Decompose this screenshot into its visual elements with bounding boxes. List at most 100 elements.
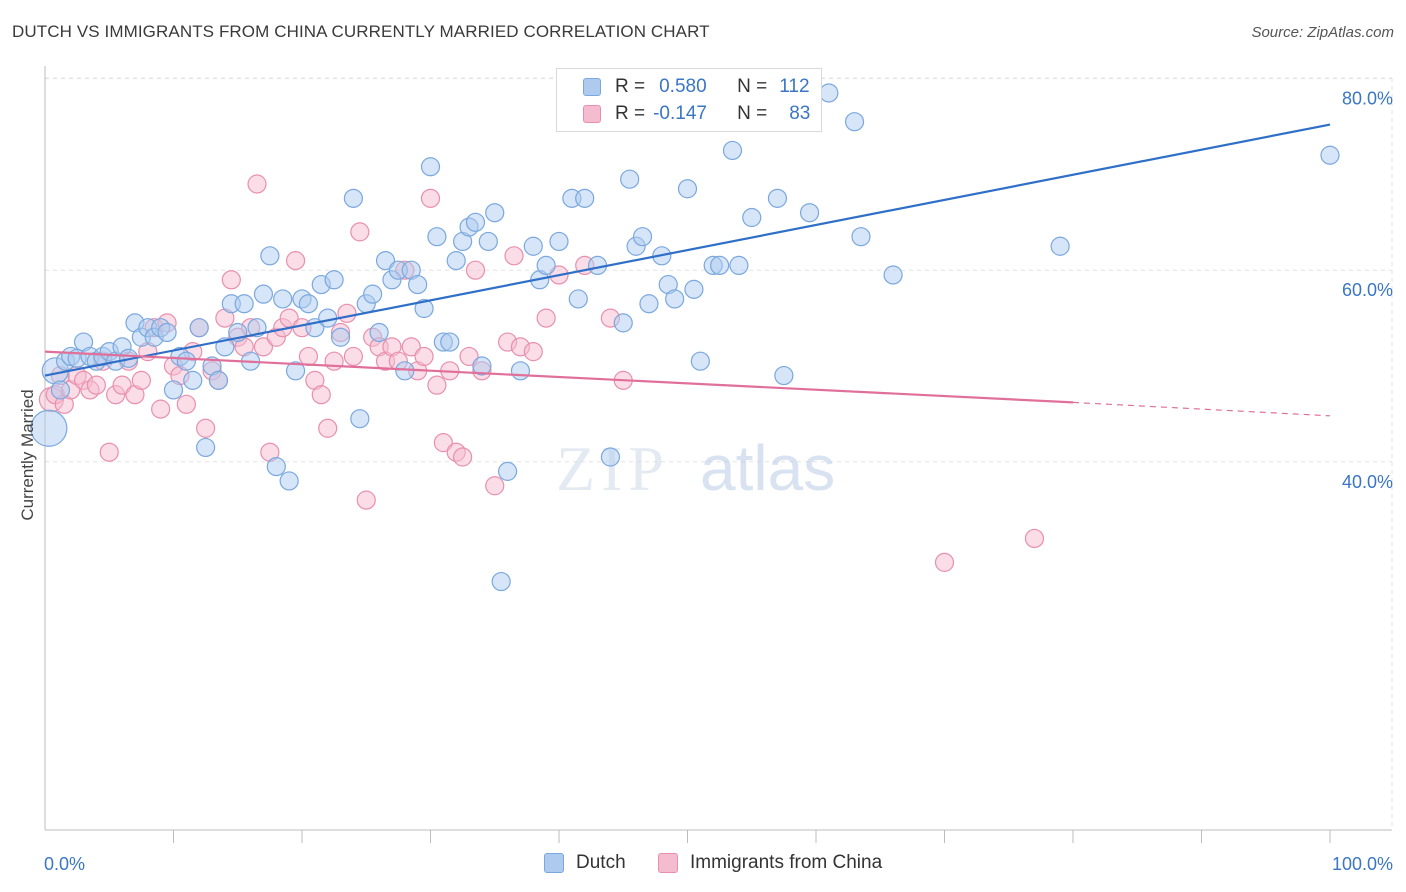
dutch-point — [369, 322, 389, 343]
dutch-point — [420, 157, 441, 177]
dutch-point — [30, 409, 68, 447]
watermark: ZIP — [556, 433, 670, 504]
china-point — [311, 385, 331, 405]
y-tick-label: 60.0% — [1342, 280, 1393, 300]
dutch-point — [600, 447, 621, 467]
dutch-point — [253, 284, 274, 304]
dutch-point — [298, 294, 319, 314]
china-point — [343, 346, 363, 367]
dutch-point — [440, 332, 460, 352]
r-value: -0.147 — [653, 103, 707, 124]
china-point — [465, 260, 486, 280]
dutch-point — [485, 203, 505, 223]
dutch-point — [684, 279, 704, 299]
dutch-point — [408, 274, 428, 295]
dutch-point — [568, 289, 588, 309]
china-swatch — [583, 105, 601, 123]
dutch-trend-line — [44, 123, 1331, 377]
china-point — [86, 375, 107, 395]
legend-row-china: R = -0.147 N = 83 — [583, 102, 810, 126]
dutch-point — [279, 471, 299, 491]
dutch-point — [883, 265, 903, 285]
dutch-point — [285, 361, 306, 381]
x-tick-label: 100.0% — [1332, 854, 1393, 874]
china-point — [318, 418, 338, 438]
dutch-point — [363, 284, 383, 304]
dutch-point — [819, 83, 839, 103]
dutch-point — [799, 203, 820, 223]
watermark-atlas: atlas — [700, 432, 835, 504]
dutch-point — [613, 313, 633, 333]
dutch-point — [273, 289, 293, 309]
dutch-point — [742, 207, 762, 228]
dutch-point — [260, 246, 280, 266]
n-label: N = — [737, 103, 768, 124]
dutch-point — [196, 437, 216, 458]
r-value: 0.580 — [659, 76, 707, 97]
legend-label: Dutch — [576, 852, 626, 873]
china-point — [176, 394, 196, 414]
dutch-point — [266, 456, 286, 477]
china-point — [356, 490, 376, 510]
dutch-swatch — [583, 78, 601, 96]
correlation-legend: R = 0.580 N = 112 R = -0.147 N = 83 — [556, 68, 822, 132]
dutch-point — [208, 370, 229, 390]
china-point — [934, 552, 955, 572]
dutch-point — [690, 351, 710, 371]
china-point — [196, 418, 216, 438]
china-point — [324, 351, 344, 371]
series-dutch-points — [30, 68, 1340, 592]
legend-item-china[interactable]: Immigrants from China — [658, 852, 882, 874]
legend-row-dutch: R = 0.580 N = 112 — [583, 75, 810, 99]
china-point — [151, 399, 171, 419]
china-point — [112, 375, 132, 395]
dutch-point — [1320, 145, 1340, 165]
dutch-point — [677, 179, 698, 199]
n-label: N = — [737, 76, 768, 97]
dutch-point — [575, 188, 595, 208]
dutch-point — [324, 270, 344, 290]
dutch-point — [620, 169, 640, 189]
china-point — [253, 337, 274, 357]
tick-labels: 40.0%60.0%80.0%100.0%0.0%100.0% — [44, 89, 1393, 874]
dutch-point — [767, 188, 788, 208]
dutch-point — [498, 461, 518, 481]
dutch-point — [427, 227, 447, 247]
china-trend-line — [44, 350, 1074, 404]
dutch-point — [478, 231, 498, 252]
dutch-point — [375, 251, 396, 271]
dutch-point — [536, 255, 556, 276]
dutch-point — [350, 409, 370, 429]
dutch-point — [632, 227, 653, 247]
china-point — [536, 308, 556, 328]
n-value: 83 — [789, 103, 811, 124]
n-value: 112 — [779, 76, 810, 97]
dutch-point — [176, 351, 196, 371]
dutch-point — [729, 255, 749, 276]
china-point — [420, 188, 441, 208]
trend-lines — [44, 123, 1331, 417]
china-point — [453, 447, 473, 467]
dutch-point — [163, 380, 184, 400]
legend-item-dutch[interactable]: Dutch — [544, 852, 626, 874]
china-point — [1024, 528, 1045, 549]
dutch-point — [491, 571, 511, 592]
china-point — [523, 342, 543, 362]
dutch-point — [234, 294, 254, 314]
china-point — [221, 270, 241, 290]
dutch-point — [549, 231, 569, 252]
dutch-swatch — [544, 853, 564, 873]
china-trend-extension — [1072, 401, 1331, 417]
source-label: Source: ZipAtlas.com — [1251, 24, 1394, 41]
dutch-point — [189, 318, 209, 338]
china-point — [504, 246, 524, 266]
dutch-point — [510, 361, 531, 381]
axis-layer — [44, 66, 1392, 843]
china-point — [414, 346, 434, 367]
china-point — [247, 174, 267, 194]
china-point — [459, 346, 479, 367]
china-point — [433, 433, 453, 453]
dutch-point — [722, 140, 743, 161]
dutch-point — [472, 356, 492, 376]
